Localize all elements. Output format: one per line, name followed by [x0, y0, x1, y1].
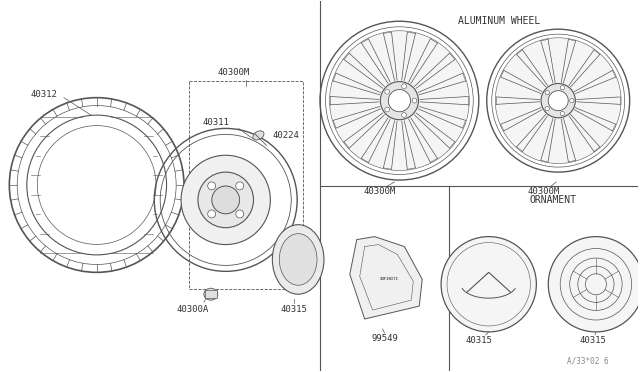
Polygon shape: [350, 237, 422, 319]
Circle shape: [402, 84, 406, 89]
Circle shape: [548, 237, 640, 332]
Circle shape: [548, 91, 568, 110]
Circle shape: [385, 107, 390, 112]
Circle shape: [380, 81, 419, 120]
Text: A/33*02 6: A/33*02 6: [567, 356, 609, 365]
Ellipse shape: [273, 225, 324, 294]
Circle shape: [402, 113, 406, 118]
Text: 40312: 40312: [31, 90, 58, 99]
Ellipse shape: [279, 234, 317, 285]
Circle shape: [545, 106, 549, 111]
Circle shape: [412, 98, 417, 103]
Ellipse shape: [253, 131, 264, 140]
Circle shape: [385, 89, 390, 94]
Text: 40315: 40315: [465, 336, 492, 345]
Text: 40224: 40224: [273, 131, 300, 140]
Text: ALUMINUM WHEEL: ALUMINUM WHEEL: [458, 16, 540, 26]
FancyBboxPatch shape: [205, 290, 217, 298]
Circle shape: [541, 83, 575, 118]
Circle shape: [570, 99, 574, 103]
Circle shape: [236, 210, 244, 218]
Text: 99549: 99549: [371, 334, 398, 343]
Circle shape: [388, 90, 410, 112]
Text: 40300A: 40300A: [177, 305, 209, 314]
Circle shape: [441, 237, 536, 332]
Text: 40300M: 40300M: [364, 187, 396, 196]
Circle shape: [236, 182, 244, 190]
Circle shape: [208, 210, 216, 218]
Circle shape: [545, 90, 549, 95]
Text: ORNAMENT: ORNAMENT: [530, 195, 577, 205]
Circle shape: [181, 155, 270, 244]
Circle shape: [330, 31, 469, 170]
Text: 40300M: 40300M: [218, 68, 250, 77]
Circle shape: [212, 186, 239, 214]
Circle shape: [198, 172, 253, 228]
Text: 40315: 40315: [281, 305, 308, 314]
Text: 40300M: 40300M: [527, 187, 559, 196]
Text: INFINITI: INFINITI: [380, 277, 399, 281]
Circle shape: [560, 86, 564, 90]
Ellipse shape: [204, 288, 218, 300]
Circle shape: [560, 111, 564, 116]
Circle shape: [208, 182, 216, 190]
Text: 40311: 40311: [202, 118, 229, 127]
Text: 40315: 40315: [579, 336, 606, 345]
Circle shape: [495, 38, 621, 164]
